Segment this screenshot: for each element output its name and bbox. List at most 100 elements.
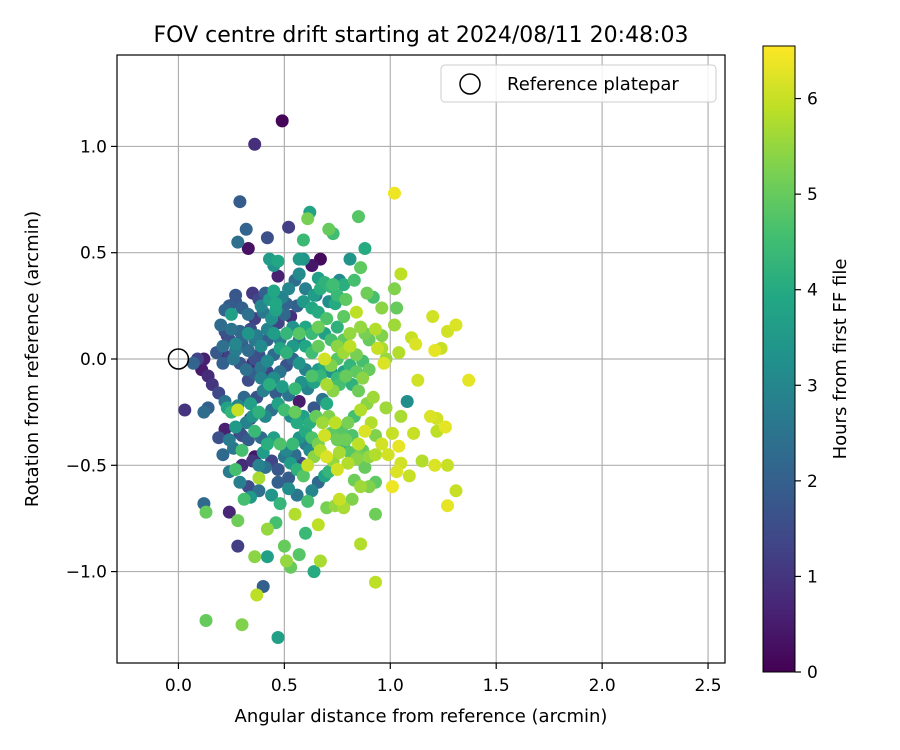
data-point [301,212,315,226]
x-tick-label: 1.0 [377,676,404,696]
data-point [352,210,365,224]
data-point [282,482,296,496]
y-axis-title: Rotation from reference (arcmin) [22,211,43,507]
colorbar-tick-label: 1 [807,567,818,587]
data-point [235,443,249,457]
data-point [222,433,236,447]
x-axis-ticks: 0.0 0.5 1.0 1.5 2.0 2.5 [165,663,722,696]
data-point [358,424,372,438]
data-point [320,450,334,464]
data-point [275,114,289,128]
legend-label-reference: Reference platepar [507,74,679,95]
data-point [354,480,368,494]
data-point [332,492,346,506]
data-point [292,252,306,266]
data-point [197,405,211,419]
data-point [388,186,401,200]
data-point [288,382,302,396]
data-point [441,458,454,472]
data-point [339,369,353,383]
colorbar-tick-label: 5 [807,185,818,205]
data-point [260,550,274,564]
data-point [273,437,287,451]
data-point [296,233,310,247]
data-point [222,505,236,519]
data-point [305,484,319,498]
data-point [252,471,266,485]
data-point [292,267,306,281]
data-point [235,618,249,632]
data-point [286,437,300,451]
y-tick-label: −1.0 [66,563,107,583]
data-point [462,373,476,387]
data-point [337,310,351,323]
data-point [343,327,357,340]
data-point [231,403,245,417]
data-point [381,448,395,462]
data-point [400,395,414,408]
data-point [441,499,454,513]
data-point [305,369,319,383]
data-point [428,344,442,357]
data-point [241,242,255,255]
data-point [280,346,293,360]
data-point [349,305,363,319]
data-point [366,390,380,404]
data-point [216,339,230,353]
data-point [449,484,463,498]
data-point [269,297,283,311]
data-point [377,356,391,370]
chart-title: FOV centre drift starting at 2024/08/11 … [154,23,689,48]
data-point [288,405,302,419]
data-point [358,242,372,255]
data-point [449,318,463,332]
data-point [426,310,440,323]
data-point [332,446,346,459]
data-point [318,352,332,366]
data-point [339,293,353,306]
data-point [371,341,385,355]
data-point [311,320,325,334]
data-point [229,288,243,302]
x-axis-title: Angular distance from reference (arcmin) [235,706,608,727]
data-point [390,465,404,479]
data-point [337,278,351,292]
data-point [409,337,423,351]
data-point [252,458,266,472]
data-point [248,137,262,151]
data-point [326,278,340,292]
data-point [282,282,296,296]
data-point [402,469,416,483]
data-point [241,344,255,357]
data-point [424,409,437,423]
data-point [358,460,372,474]
data-point [290,416,304,430]
data-point [307,565,321,579]
data-point [248,550,262,564]
reference-platepar-marker [167,348,190,370]
data-point [231,235,245,249]
data-point [282,471,296,485]
data-point [292,327,306,340]
data-point [328,416,342,430]
data-point [322,222,336,236]
data-point [301,494,315,508]
data-point [354,261,368,275]
colorbar-gradient [762,45,796,673]
data-point [316,416,329,430]
data-point [260,522,274,536]
y-tick-label: 0.5 [80,244,107,264]
legend-marker-icon [459,73,481,95]
data-point [343,339,357,353]
data-point [311,518,325,532]
data-point [244,397,257,411]
data-point [311,339,325,353]
data-point [233,195,247,209]
data-point [271,254,285,268]
data-point [385,426,399,440]
legend-box [440,64,717,103]
data-point [292,548,306,562]
data-point [254,339,268,353]
data-point [260,437,274,451]
